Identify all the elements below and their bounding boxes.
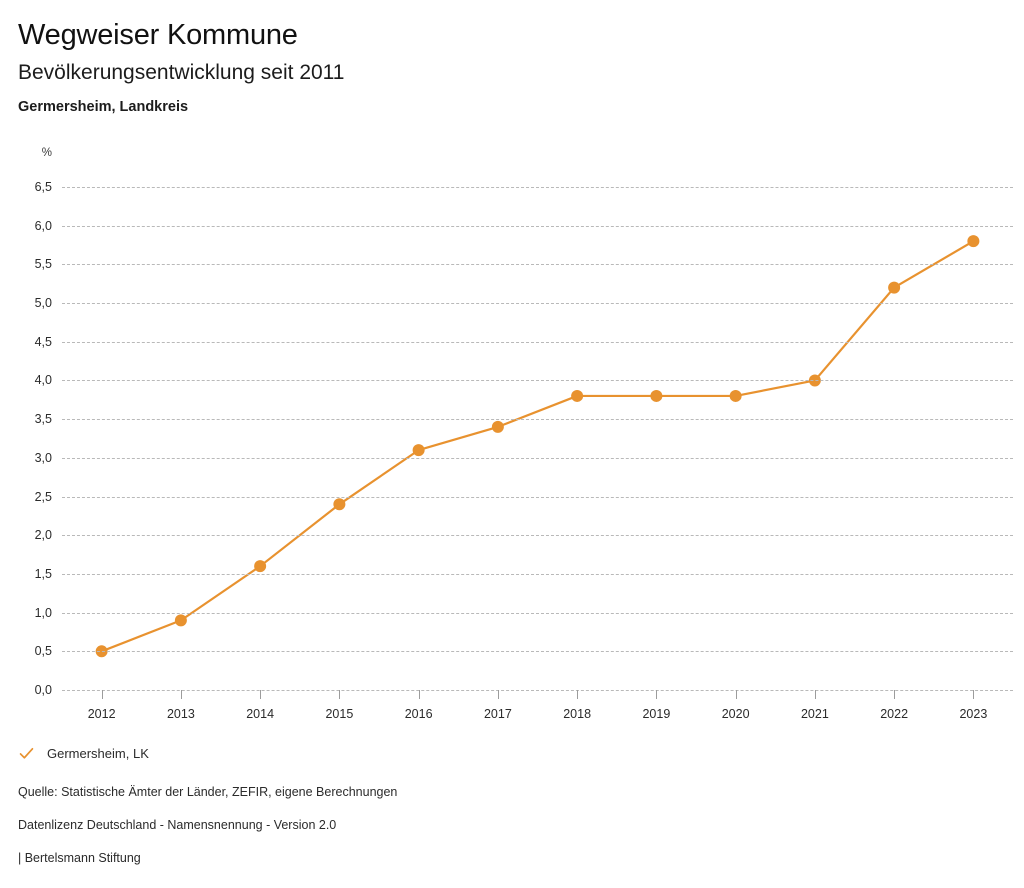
data-point-marker[interactable] <box>729 389 742 402</box>
y-axis-tick-label: 4,0 <box>34 373 52 388</box>
legend-item-label: Germersheim, LK <box>47 746 149 761</box>
y-axis-tick-label: 6,5 <box>34 180 52 194</box>
y-axis-unit-label: % <box>41 147 52 159</box>
y-axis-tick-label: 6,0 <box>34 218 52 233</box>
y-axis-tick-label: 5,5 <box>34 257 52 272</box>
gridline <box>62 419 1013 421</box>
gridline <box>62 690 1013 691</box>
check-icon <box>19 747 34 759</box>
x-axis-tick-mark <box>497 690 499 699</box>
x-axis-tick-mark <box>735 690 737 699</box>
gridline <box>62 496 1013 498</box>
x-axis-tick-label: 2019 <box>642 707 671 721</box>
x-axis-tick-label: 2015 <box>325 707 354 721</box>
x-axis-tick-label: 2013 <box>166 707 195 721</box>
y-axis-tick-label: 1,5 <box>34 566 52 581</box>
series-line <box>100 240 975 653</box>
x-axis-tick-label: 2023 <box>959 707 988 721</box>
x-axis-tick-label: 2016 <box>404 707 433 721</box>
data-point-marker[interactable] <box>888 281 901 294</box>
y-axis-tick-label: 2,0 <box>34 528 52 543</box>
gridline <box>62 264 1013 266</box>
y-axis-tick-label: 2,5 <box>34 489 52 504</box>
footnote-publisher: | Bertelsmann Stiftung <box>18 851 141 865</box>
y-axis-tick-label: 0,0 <box>34 683 52 697</box>
data-point-marker[interactable] <box>571 389 584 402</box>
gridline <box>62 303 1013 305</box>
x-axis-tick-mark <box>418 690 420 699</box>
page-header: Wegweiser Kommune Bevölkerungsentwicklun… <box>18 16 998 118</box>
data-point-marker[interactable] <box>254 560 267 573</box>
x-axis-tick-mark <box>656 690 658 699</box>
gridline <box>62 457 1013 459</box>
gridline <box>62 573 1013 575</box>
data-point-marker[interactable] <box>174 614 187 627</box>
data-point-marker[interactable] <box>333 498 346 511</box>
gridline <box>62 612 1013 614</box>
x-axis-tick-mark <box>577 690 579 699</box>
gridline <box>62 225 1013 227</box>
y-axis-tick-label: 0,5 <box>34 644 52 659</box>
x-axis-tick-label: 2020 <box>721 707 750 721</box>
gridline <box>62 187 1013 188</box>
gridline <box>62 651 1013 653</box>
plot-area: 6,5 6,0 5,5 5,0 4,5 4,0 3,5 3,0 2,5 2,0 1,5 1,0 0,5 0… <box>35 180 1013 721</box>
x-axis-tick-label: 2017 <box>483 707 512 721</box>
gridline <box>62 380 1013 382</box>
page-subtitle: Bevölkerungsentwicklung seit 2011 <box>18 61 345 84</box>
data-point-marker[interactable] <box>491 420 504 433</box>
footnotes: Quelle: Statistische Ämter der Länder, Z… <box>18 784 918 866</box>
chart-legend[interactable]: Germersheim, LK <box>18 745 149 762</box>
x-axis-tick-mark <box>973 690 975 699</box>
x-axis-tick-label: 2022 <box>880 707 909 721</box>
y-axis-tick-label: 3,5 <box>34 412 52 427</box>
chart-container: % 6,5 6,0 5,5 5,0 4,5 4,0 3,5 3,0 2,5 2,0 1,5 1,0 0,… <box>0 140 1024 721</box>
x-axis-tick-mark <box>814 690 816 699</box>
gridline <box>62 341 1013 343</box>
x-axis-tick-mark <box>894 690 896 699</box>
page-title: Wegweiser Kommune <box>18 19 298 51</box>
y-axis-tick-label: 1,0 <box>34 605 52 620</box>
x-axis-tick-label: 2012 <box>87 707 116 721</box>
x-axis-tick-mark <box>339 690 341 699</box>
y-axis-tick-label: 3,0 <box>34 450 52 465</box>
x-axis-tick-mark <box>260 690 262 699</box>
data-point-marker[interactable] <box>650 389 663 402</box>
x-axis-tick-mark <box>101 690 103 699</box>
x-axis-tick-mark <box>180 690 182 699</box>
region-label: Germersheim, Landkreis <box>18 99 189 115</box>
data-point-marker[interactable] <box>412 444 425 457</box>
x-axis-tick-label: 2018 <box>563 707 592 721</box>
x-axis-tick-label: 2021 <box>800 707 829 721</box>
y-axis-tick-label: 4,5 <box>34 334 52 349</box>
y-axis-tick-label: 5,0 <box>34 296 52 311</box>
x-axis-tick-label: 2014 <box>246 707 275 721</box>
gridline <box>62 535 1013 537</box>
footnote-license: Datenlizenz Deutschland - Namensnennung … <box>18 818 337 832</box>
data-point-marker[interactable] <box>967 235 980 248</box>
footnote-source: Quelle: Statistische Ämter der Länder, Z… <box>18 785 398 799</box>
line-series-svg <box>95 235 980 658</box>
